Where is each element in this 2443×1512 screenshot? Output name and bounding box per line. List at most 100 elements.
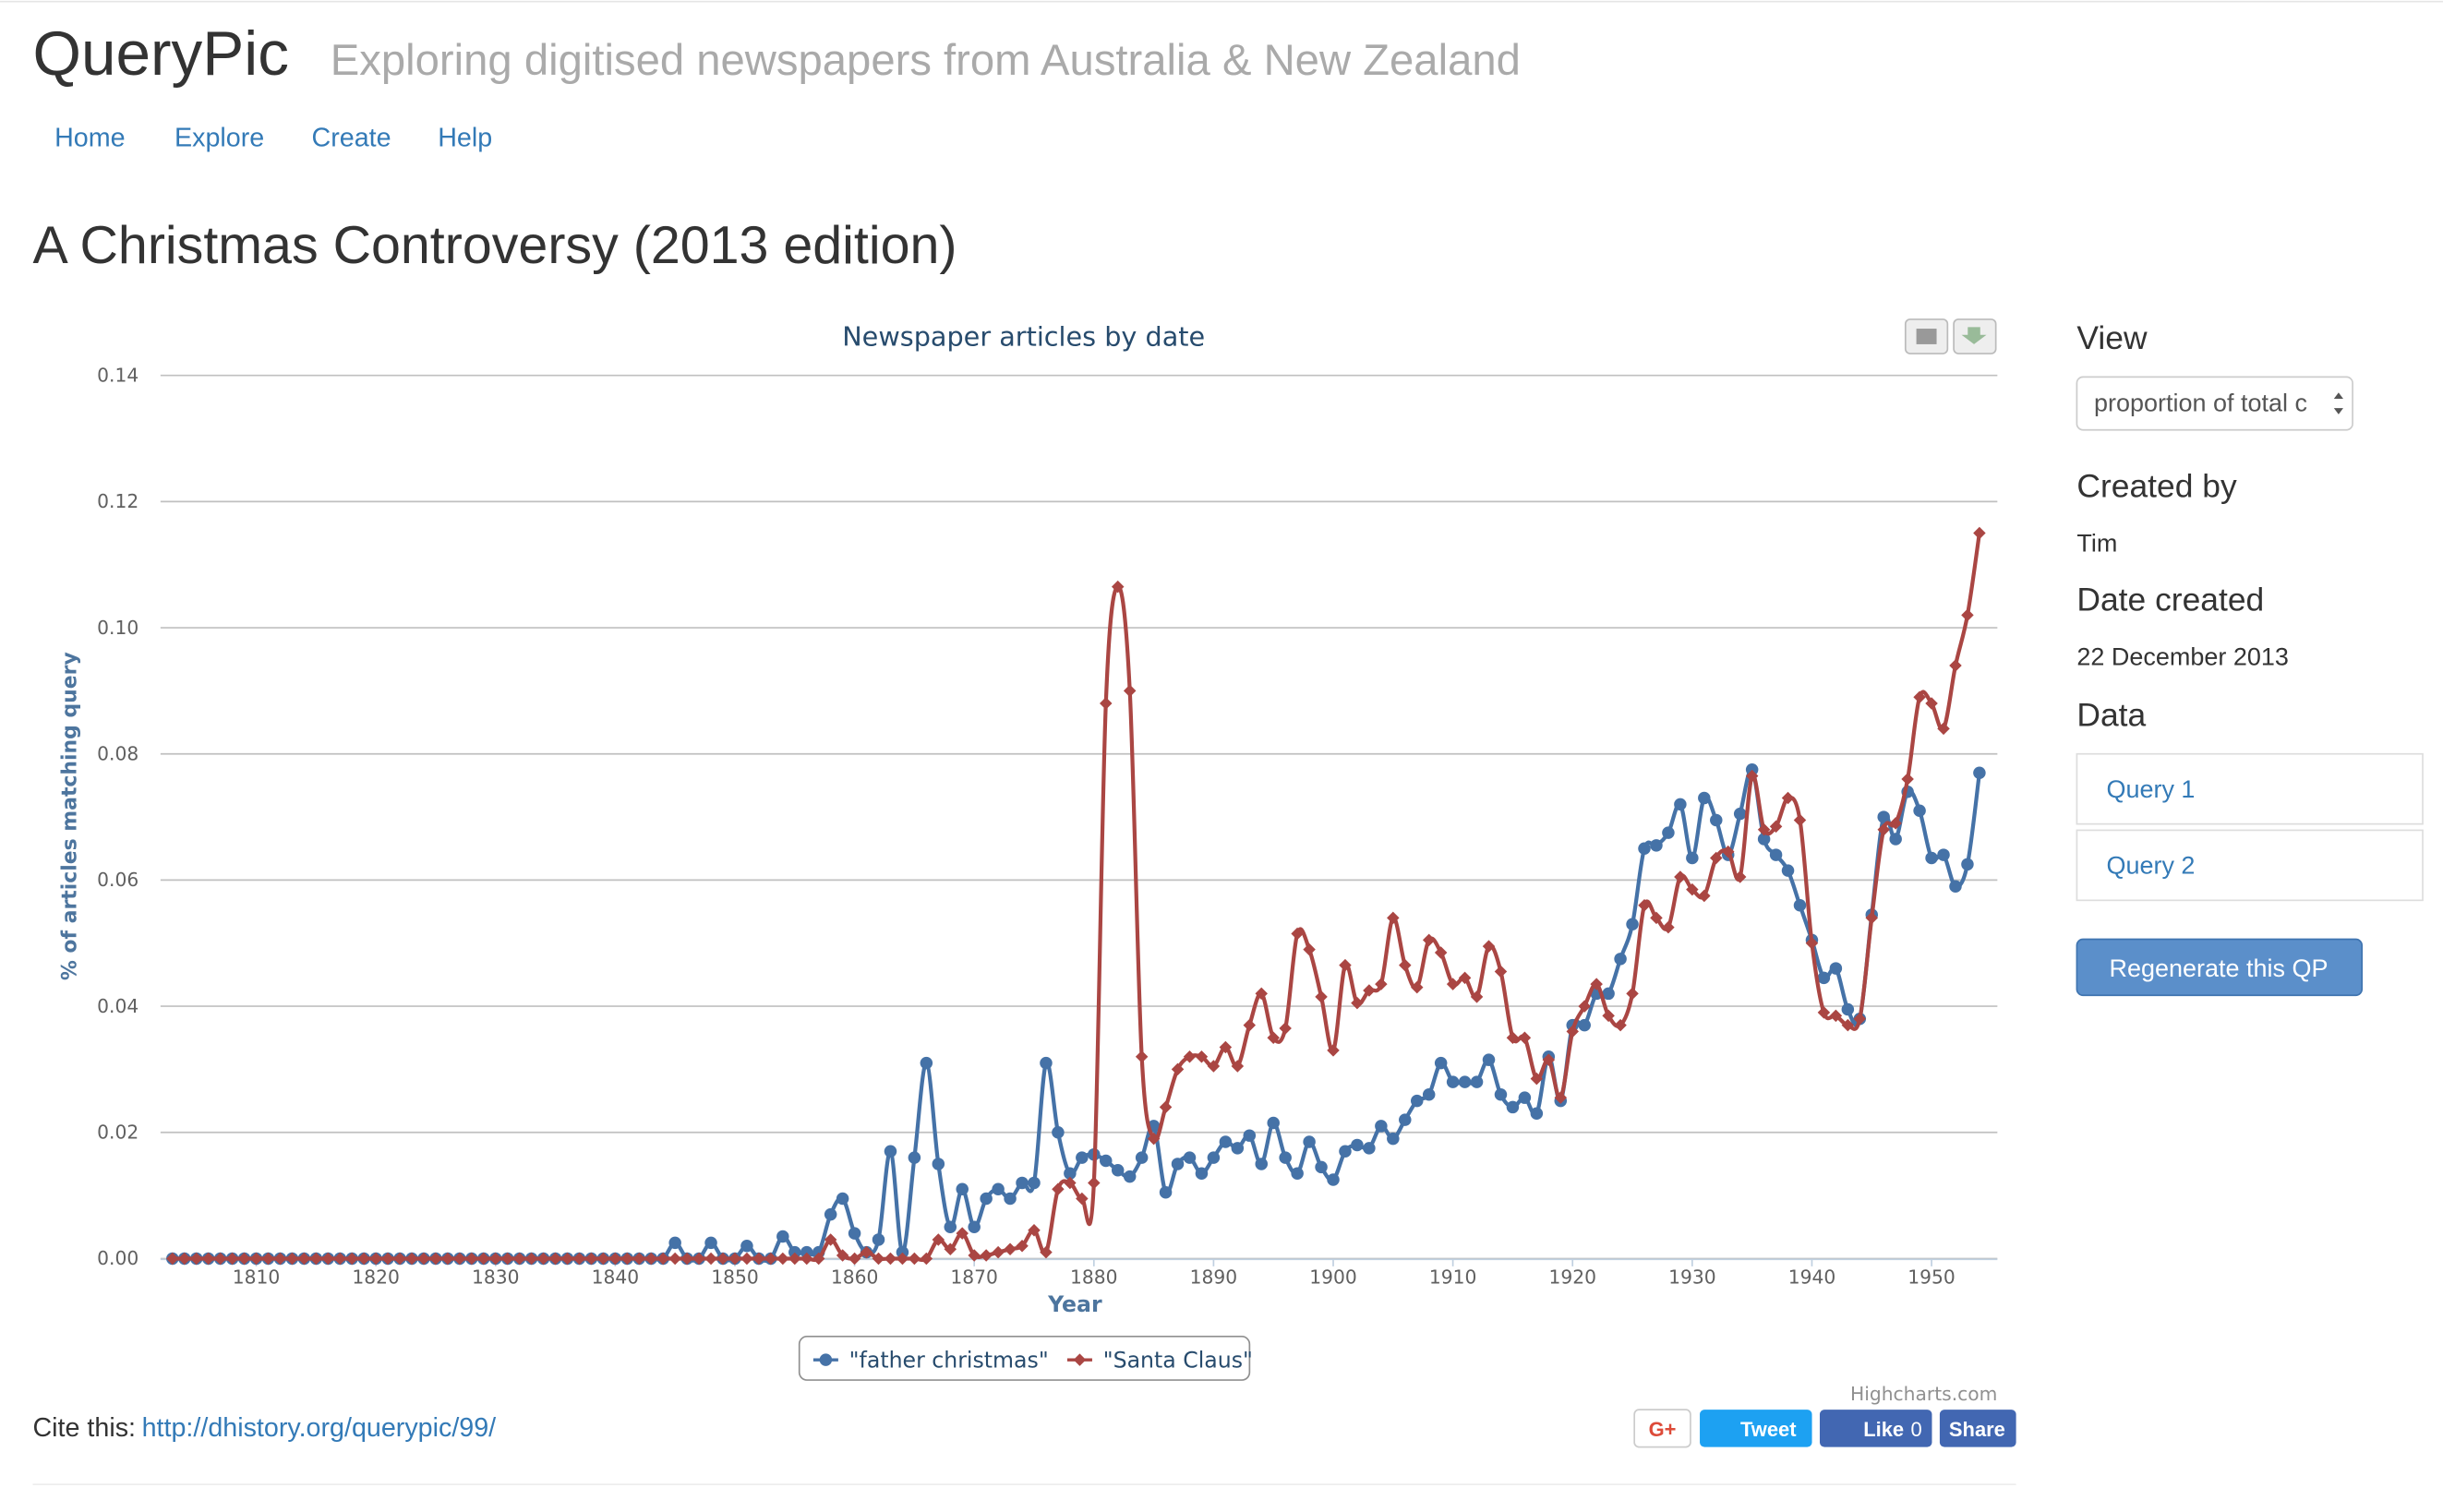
point — [333, 1252, 347, 1266]
point — [1889, 833, 1902, 846]
credits[interactable]: Highcharts.com — [1850, 1383, 1997, 1405]
nav-link[interactable]: Help — [438, 124, 492, 153]
legend-label: "Santa Claus" — [1103, 1348, 1253, 1374]
point — [1219, 1040, 1233, 1054]
point — [1518, 1031, 1532, 1045]
point — [1614, 1018, 1627, 1032]
point — [908, 1252, 921, 1266]
point — [1506, 1031, 1520, 1045]
point — [548, 1252, 562, 1266]
nav-link[interactable]: Explore — [174, 124, 264, 153]
point — [620, 1252, 634, 1266]
point — [1698, 791, 1711, 805]
y-tick-label: 0.08 — [97, 742, 138, 764]
point — [932, 1158, 945, 1170]
point — [1506, 1100, 1520, 1114]
regenerate-label: Regenerate this QP — [2109, 954, 2328, 982]
print-icon — [1916, 329, 1937, 344]
point — [1231, 1060, 1245, 1073]
point — [1147, 1132, 1161, 1146]
point — [1458, 1075, 1472, 1088]
point — [261, 1252, 275, 1266]
point — [968, 1249, 981, 1262]
point — [1925, 697, 1938, 710]
point — [1123, 1170, 1137, 1183]
point — [656, 1252, 669, 1266]
point — [201, 1252, 215, 1266]
like-label: Like — [1863, 1418, 1904, 1441]
point — [932, 1233, 945, 1246]
point — [680, 1252, 693, 1266]
tweet-button[interactable] — [1700, 1410, 1812, 1447]
point — [848, 1252, 861, 1266]
point — [920, 1252, 933, 1266]
select-arrows — [2333, 392, 2343, 414]
brand[interactable]: QueryPic — [32, 19, 289, 89]
point — [1387, 1132, 1400, 1146]
nav-link[interactable]: Home — [54, 124, 125, 153]
point — [1422, 1088, 1436, 1101]
point — [189, 1252, 203, 1266]
point — [1674, 870, 1687, 883]
point — [1410, 980, 1424, 994]
point — [1171, 1062, 1185, 1076]
x-tick-label: 1840 — [592, 1266, 640, 1288]
point — [1375, 1120, 1388, 1133]
point — [560, 1252, 574, 1266]
point — [896, 1245, 909, 1259]
point — [1470, 1075, 1484, 1088]
like-button[interactable] — [1819, 1410, 1932, 1447]
point — [836, 1249, 849, 1262]
point — [1626, 987, 1639, 1001]
point — [848, 1227, 861, 1240]
date-created: 22 December 2013 — [2076, 643, 2289, 671]
point — [1925, 851, 1938, 865]
point — [872, 1233, 885, 1246]
point — [441, 1252, 454, 1266]
point — [668, 1252, 681, 1266]
point — [237, 1252, 251, 1266]
share-label: Share — [1949, 1418, 2005, 1441]
point — [1159, 1100, 1173, 1114]
view-select[interactable] — [2076, 376, 2353, 431]
point — [1829, 962, 1843, 975]
query-item[interactable] — [2076, 829, 2424, 902]
query-item[interactable] — [2076, 752, 2424, 825]
query-link[interactable]: Query 1 — [2106, 775, 2195, 803]
gplus-button[interactable] — [1633, 1409, 1691, 1448]
point — [1793, 813, 1807, 827]
point — [1291, 927, 1304, 941]
share-button[interactable] — [1939, 1410, 2016, 1447]
nav-link[interactable]: Create — [312, 124, 391, 153]
point — [824, 1233, 837, 1246]
point — [345, 1252, 358, 1266]
point — [1183, 1050, 1197, 1063]
point — [166, 1252, 179, 1266]
point — [1745, 769, 1759, 783]
download-icon — [1961, 327, 1987, 344]
x-tick-label: 1860 — [831, 1266, 879, 1288]
cite-url[interactable]: http://dhistory.org/querypic/99/ — [142, 1413, 497, 1443]
x-tick-label: 1930 — [1668, 1266, 1716, 1288]
point — [1171, 1158, 1185, 1170]
point — [824, 1207, 837, 1221]
cite-label: Cite this: — [32, 1413, 136, 1443]
point — [1829, 1009, 1843, 1023]
point — [1482, 1053, 1496, 1066]
point — [1291, 1167, 1304, 1180]
point — [1279, 1151, 1292, 1164]
x-tick-label: 1920 — [1548, 1266, 1596, 1288]
point — [1937, 722, 1950, 736]
query-link[interactable]: Query 2 — [2106, 852, 2195, 880]
point — [1841, 1018, 1855, 1032]
point — [1710, 851, 1723, 865]
regenerate-button[interactable] — [2076, 938, 2364, 997]
point — [1064, 1176, 1077, 1190]
point — [1303, 1135, 1316, 1148]
point — [1590, 978, 1603, 990]
y-tick-label: 0.02 — [97, 1122, 138, 1144]
point — [1446, 1075, 1460, 1088]
point — [1841, 1002, 1855, 1016]
sidebar-heading: Data — [2076, 696, 2146, 733]
point — [1410, 1094, 1424, 1108]
